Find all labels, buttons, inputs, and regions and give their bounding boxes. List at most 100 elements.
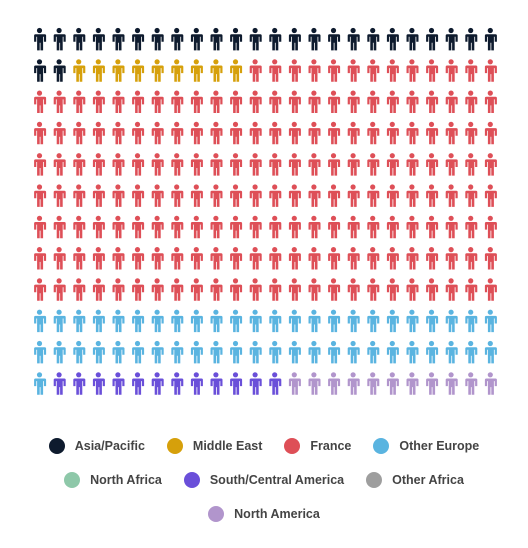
person-icon-france [34, 153, 47, 176]
person-icon-france [445, 184, 458, 207]
person-icon-france [171, 153, 184, 176]
person-icon-france [73, 184, 86, 207]
person-icon-france [269, 247, 282, 270]
person-icon-north-america [328, 372, 341, 395]
person-icon-france [151, 184, 164, 207]
legend-item-middle-east[interactable]: Middle East [166, 438, 263, 454]
legend-item-other-africa[interactable]: Other Africa [366, 472, 464, 488]
person-icon-asia-pacific [190, 27, 203, 51]
person-icon-other-europe [171, 340, 184, 364]
person-icon-france [288, 247, 301, 270]
person-icon-france [406, 59, 419, 82]
person-icon-france [386, 215, 399, 239]
person-icon-france [210, 184, 223, 207]
person-icon-france [73, 215, 86, 239]
person-icon-north-america [288, 372, 301, 395]
person-icon-france [190, 247, 203, 270]
person-icon-france [484, 278, 497, 301]
person-icon-other-europe [445, 340, 458, 364]
person-icon-other-europe [367, 309, 380, 333]
person-icon-france [92, 121, 105, 145]
person-icon-france [230, 90, 243, 113]
person-icon-asia-pacific [249, 27, 262, 51]
person-icon-france [34, 184, 47, 207]
person-icon-france [347, 90, 360, 113]
person-icon-france [249, 59, 262, 82]
person-icon-france [249, 278, 262, 301]
person-icon-france [34, 215, 47, 239]
person-icon-france [112, 90, 125, 113]
person-icon-asia-pacific [386, 27, 399, 51]
person-icon-france [367, 278, 380, 301]
person-icon-other-europe [465, 340, 478, 364]
person-icon-france [328, 278, 341, 301]
person-icon-france [367, 90, 380, 113]
person-icon-other-europe [92, 309, 105, 333]
person-icon-france [171, 278, 184, 301]
person-icon-france [386, 247, 399, 270]
person-icon-france [53, 247, 66, 270]
person-icon-france [445, 59, 458, 82]
person-icon-other-europe [171, 309, 184, 333]
person-icon-france [347, 215, 360, 239]
person-icon-asia-pacific [210, 27, 223, 51]
person-icon-france [328, 247, 341, 270]
person-icon-france [386, 90, 399, 113]
person-icon-france [288, 59, 301, 82]
person-icon-france [484, 215, 497, 239]
person-icon-asia-pacific [445, 27, 458, 51]
person-icon-france [308, 153, 321, 176]
person-icon-france [132, 121, 145, 145]
legend-item-france[interactable]: France [284, 438, 351, 454]
person-icon-france [288, 278, 301, 301]
legend-label: Other Africa [392, 473, 464, 487]
person-icon-other-europe [34, 372, 47, 395]
person-icon-france [249, 247, 262, 270]
person-icon-france [426, 90, 439, 113]
person-icon-france [426, 184, 439, 207]
legend-item-south-central-america[interactable]: South/Central America [183, 472, 344, 488]
person-icon-france [112, 247, 125, 270]
person-icon-france [484, 59, 497, 82]
legend-label: North America [234, 507, 320, 521]
person-icon-france [92, 247, 105, 270]
person-icon-france [465, 153, 478, 176]
legend-item-other-europe[interactable]: Other Europe [373, 438, 479, 454]
person-icon-south-central-america [151, 372, 164, 395]
legend-item-asia-pacific[interactable]: Asia/Pacific [48, 438, 145, 454]
person-icon-france [406, 278, 419, 301]
person-icon-other-europe [465, 309, 478, 333]
legend-item-north-america[interactable]: North America [208, 506, 320, 522]
person-icon-south-central-america [171, 372, 184, 395]
person-icon-france [73, 90, 86, 113]
person-icon-france [34, 278, 47, 301]
person-icon-france [210, 215, 223, 239]
person-icon-france [328, 215, 341, 239]
person-icon-other-europe [190, 340, 203, 364]
legend-item-north-africa[interactable]: North Africa [64, 472, 162, 488]
person-icon-france [328, 121, 341, 145]
person-icon-middle-east [230, 59, 243, 82]
person-icon-france [445, 153, 458, 176]
person-icon-france [406, 247, 419, 270]
person-icon-south-central-america [190, 372, 203, 395]
person-icon-other-europe [53, 340, 66, 364]
person-icon-france [112, 184, 125, 207]
person-icon-other-europe [73, 309, 86, 333]
person-icon-south-central-america [73, 372, 86, 395]
person-icon-france [151, 121, 164, 145]
person-icon-other-europe [347, 309, 360, 333]
person-icon-france [190, 215, 203, 239]
person-icon-france [406, 153, 419, 176]
person-icon-france [53, 278, 66, 301]
person-icon-south-central-america [210, 372, 223, 395]
person-icon-france [386, 59, 399, 82]
person-icon-france [92, 215, 105, 239]
legend-label: Middle East [192, 439, 263, 453]
person-icon-south-central-america [269, 372, 282, 395]
person-icon-other-europe [386, 309, 399, 333]
person-icon-france [210, 278, 223, 301]
person-icon-other-europe [73, 340, 86, 364]
person-icon-asia-pacific [288, 27, 301, 51]
person-icon-france [484, 121, 497, 145]
